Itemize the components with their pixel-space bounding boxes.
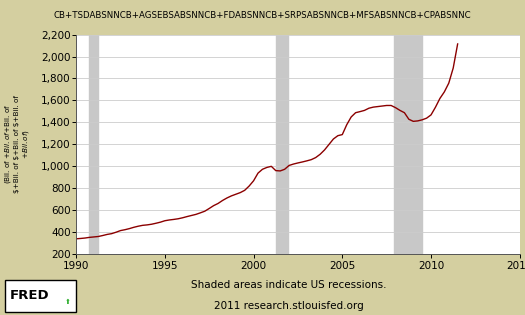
Text: FRED: FRED xyxy=(9,289,49,302)
Text: CB+TSDABSNNCB+AGSEBSABSNNCB+FDABSNNCB+SRPSABSNNCB+MFSABSNNCB+CPABSNNC: CB+TSDABSNNCB+AGSEBSABSNNCB+FDABSNNCB+SR… xyxy=(54,11,471,20)
Text: Shaded areas indicate US recessions.: Shaded areas indicate US recessions. xyxy=(191,280,386,290)
Bar xyxy=(394,35,422,254)
Text: 2011 research.stlouisfed.org: 2011 research.stlouisfed.org xyxy=(214,301,364,311)
Text: (Bil. of $+Bil. of $+Bil. of
$+Bil. of $+Bil. of $+Bil. of
$+Bil. of $): (Bil. of $+Bil. of $+Bil. of $+Bil. of $… xyxy=(3,95,31,193)
Text: ⬆: ⬆ xyxy=(65,299,71,305)
Bar xyxy=(89,35,98,254)
Bar xyxy=(276,35,288,254)
